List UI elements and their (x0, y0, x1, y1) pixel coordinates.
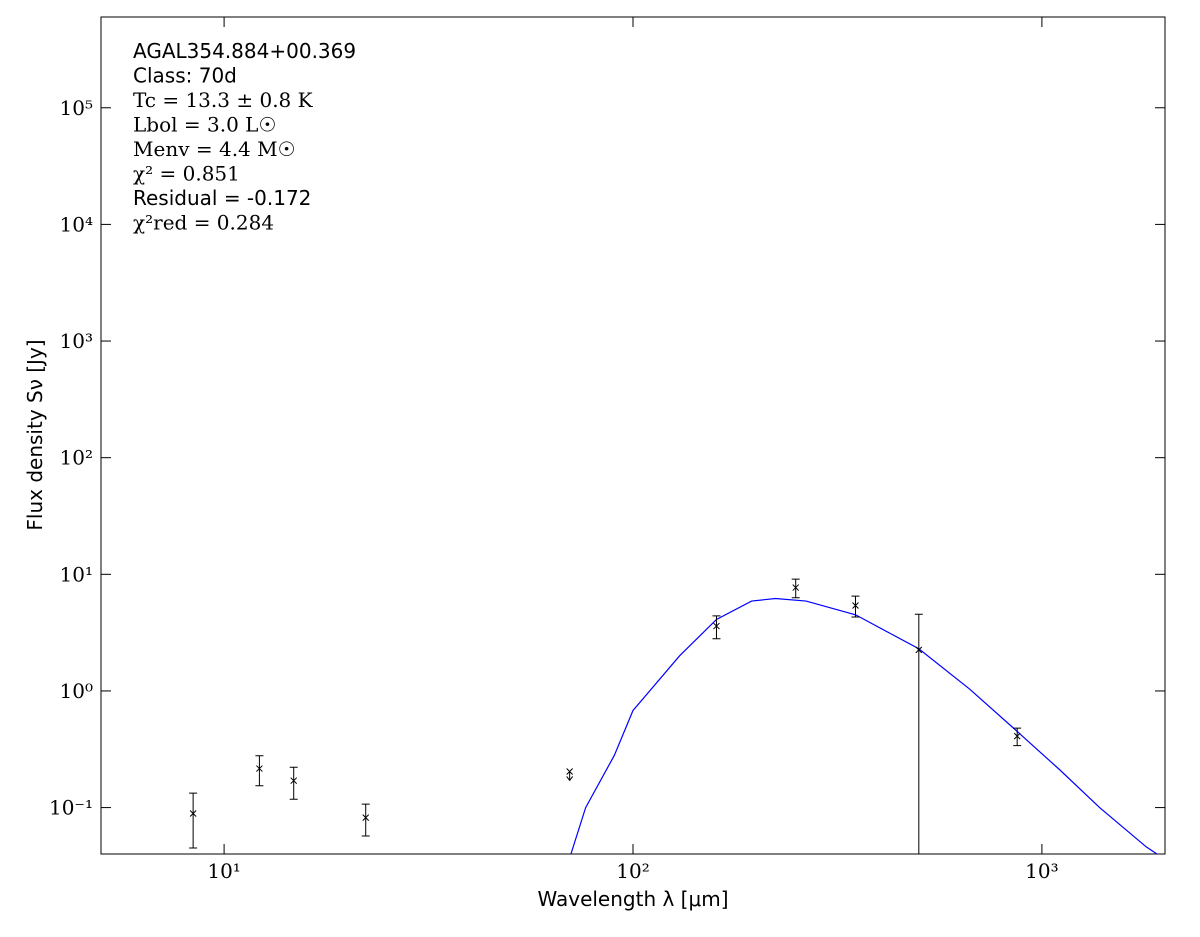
data-point (1013, 732, 1021, 740)
plot-area (189, 578, 1159, 854)
annotation: Class: 70d (133, 64, 237, 88)
error-bar (361, 803, 370, 837)
data-point (189, 810, 197, 817)
annotation: Menv = 4.4 M☉ (133, 137, 296, 161)
y-tick-label: 10⁰ (60, 679, 93, 703)
y-axis-label: Flux density Sν [Jy] (23, 339, 47, 530)
y-tick-label: 10³ (60, 329, 93, 353)
data-point (362, 814, 370, 821)
error-bar (255, 755, 264, 787)
annotation: χ² = 0.851 (133, 162, 240, 186)
data-point (256, 765, 263, 772)
y-tick-label: 10⁵ (60, 96, 93, 120)
data-point (713, 622, 720, 630)
error-bar (712, 615, 721, 640)
error-bar (289, 766, 298, 800)
x-tick-label: 10² (616, 859, 649, 883)
x-tick-label: 10³ (1025, 859, 1058, 883)
error-bar (851, 595, 860, 618)
data-point (852, 602, 859, 609)
data-point (792, 584, 800, 591)
annotation: Tc = 13.3 ± 0.8 K (133, 88, 314, 112)
annotation: Lbol = 3.0 L☉ (133, 113, 276, 137)
annotation: χ²red = 0.284 (133, 211, 274, 235)
error-bar (791, 578, 800, 599)
error-bar (1013, 727, 1022, 747)
data-point (290, 777, 298, 785)
upper-limit (566, 768, 574, 782)
data-point (915, 646, 923, 654)
x-tick-label: 10¹ (207, 859, 240, 883)
y-tick-label: 10² (60, 446, 93, 470)
annotation: Residual = -0.172 (133, 186, 311, 210)
x-axis-label: Wavelength λ [μm] (537, 887, 728, 911)
y-tick-label: 10¹ (60, 562, 93, 586)
y-tick-label: 10⁴ (60, 212, 93, 236)
error-bar (189, 792, 198, 849)
y-tick-label: 10⁻¹ (49, 796, 93, 820)
error-bar (914, 613, 923, 854)
annotation: AGAL354.884+00.369 (133, 39, 356, 63)
model-curve (570, 597, 1159, 854)
